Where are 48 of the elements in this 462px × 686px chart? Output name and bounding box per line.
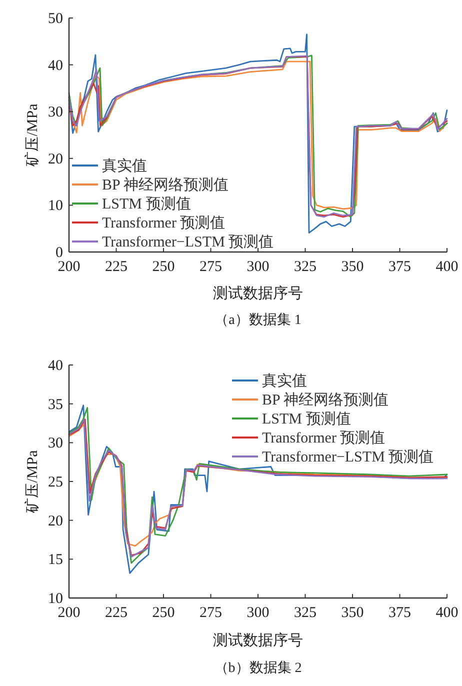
y-tick-label: 40 <box>48 358 63 374</box>
y-tick-label: 15 <box>48 552 63 568</box>
legend-label: 真实值 <box>102 158 147 174</box>
legend-label: Transformer 预测值 <box>102 214 226 232</box>
x-tick-label: 225 <box>105 605 128 621</box>
x-tick-label: 300 <box>246 605 270 621</box>
x-tick-label: 250 <box>152 259 175 275</box>
y-tick-label: 40 <box>48 58 63 74</box>
x-tick-label: 400 <box>436 259 458 275</box>
y-tick-label: 10 <box>48 198 63 214</box>
legend-label: LSTM 预测值 <box>262 410 351 428</box>
x-axis-title: 测试数据序号 <box>213 632 303 649</box>
x-tick-label: 325 <box>294 605 316 621</box>
y-tick-label: 35 <box>48 396 63 413</box>
text: （b）数据集 2 <box>214 660 302 676</box>
y-tick-label: 50 <box>48 11 63 27</box>
y-tick-label: 10 <box>48 591 63 607</box>
legend-label: LSTM 预测值 <box>102 196 191 212</box>
legend-label: Transformer−LSTM 预测值 <box>102 234 274 250</box>
legend-label: Transformer 预测值 <box>262 430 386 446</box>
legend-label: BP 神经网络预测值 <box>262 392 389 408</box>
text: （a）数据集 1 <box>214 312 302 328</box>
x-axis-title: 测试数据序号 <box>213 285 303 302</box>
x-tick-label: 350 <box>341 259 364 275</box>
x-tick-label: 275 <box>200 605 222 621</box>
x-tick-label: 375 <box>388 259 411 275</box>
y-tick-label: 30 <box>48 436 63 452</box>
x-tick-label: 350 <box>341 605 364 621</box>
y-tick-label: 25 <box>48 474 63 490</box>
y-axis-title: 矿压/MPa <box>24 103 41 168</box>
x-tick-label: 300 <box>246 259 270 275</box>
y-tick-label: 20 <box>48 151 63 168</box>
legend-label: 真实值 <box>262 372 307 390</box>
x-tick-label: 200 <box>58 605 80 621</box>
x-tick-label: 225 <box>105 259 128 275</box>
x-tick-label: 275 <box>200 259 222 275</box>
y-tick-label: 30 <box>48 104 63 121</box>
legend-label: Transformer−LSTM 预测值 <box>262 448 434 466</box>
x-tick-label: 200 <box>58 259 80 275</box>
line-series <box>68 34 448 234</box>
legend-label: BP 神经网络预测值 <box>102 176 229 194</box>
x-tick-label: 375 <box>388 605 411 621</box>
y-tick-label: 0 <box>56 245 63 261</box>
x-tick-label: 400 <box>436 605 458 621</box>
y-tick-label: 20 <box>48 513 63 530</box>
x-tick-label: 250 <box>152 605 175 621</box>
x-tick-label: 325 <box>294 259 316 275</box>
y-axis-title: 矿压/MPa <box>24 450 41 514</box>
